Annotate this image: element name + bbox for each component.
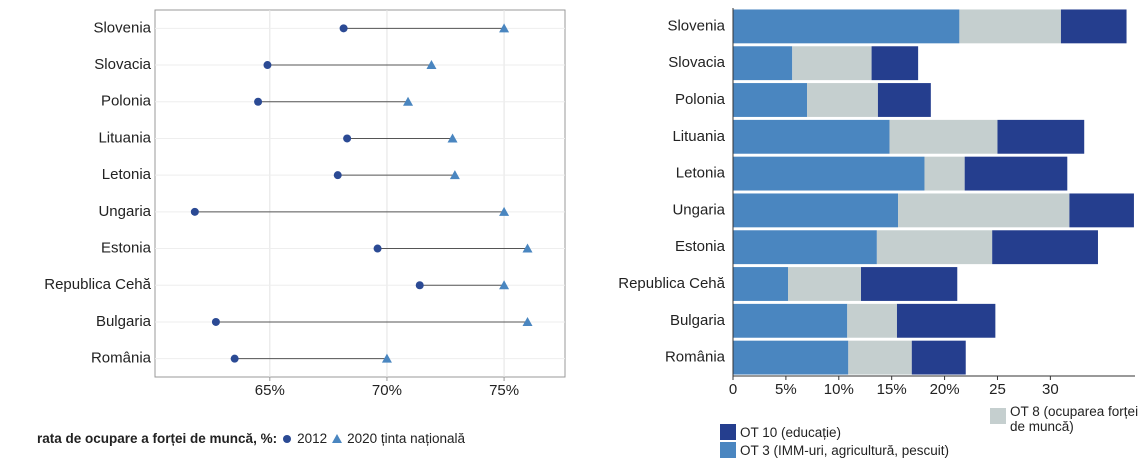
x-tick-label: 10%: [824, 381, 854, 398]
bar-segment: [889, 119, 998, 154]
bar-segment: [733, 230, 877, 265]
y-tick-label: Republica Cehă: [618, 275, 725, 292]
y-tick-label: Ungaria: [672, 201, 725, 218]
bar-segment: [733, 303, 848, 338]
x-tick-label: 65%: [255, 382, 285, 399]
x-tick-label: 25: [989, 381, 1006, 398]
bar-segment: [871, 46, 919, 81]
marker: [499, 280, 510, 290]
y-tick-label: Lituania: [672, 128, 725, 145]
marker: [339, 24, 348, 33]
legend-label: OT 3 (IMM-uri, agricultură, pescuit): [740, 442, 950, 458]
legend-marker: [283, 434, 292, 443]
legend-swatch: [720, 424, 736, 440]
bar-segment: [861, 267, 958, 301]
legend-label: OT 10 (educație): [740, 424, 842, 440]
x-tick-label: 20%: [930, 381, 960, 398]
plot-frame: [154, 9, 566, 378]
legend-swatch: [990, 408, 1006, 424]
marker: [263, 61, 272, 70]
legend-dumbbell: rata de ocupare a forței de muncă, %: 20…: [37, 431, 465, 446]
bar-segment: [1060, 9, 1127, 44]
legend-item: OT 10 (educație): [720, 424, 841, 440]
bar-segment: [898, 193, 1070, 228]
bar-segment: [959, 9, 1061, 44]
bar-segment: [733, 156, 925, 191]
x-tick-label: 5%: [775, 381, 797, 398]
y-tick-label: România: [91, 350, 152, 367]
y-tick-label: Polonia: [675, 91, 726, 108]
bar-segment: [733, 340, 849, 375]
marker: [343, 134, 352, 143]
x-tick-label: 15%: [877, 381, 907, 398]
legend-label: 2012: [297, 431, 328, 446]
legend-marker: [332, 433, 343, 443]
bar-segment: [847, 303, 897, 338]
bar-segment: [733, 119, 890, 154]
y-tick-label: Republica Cehă: [44, 276, 151, 293]
y-tick-label: Letonia: [676, 165, 726, 182]
marker: [415, 281, 424, 290]
y-tick-label: Bulgaria: [670, 312, 726, 329]
bar-segment: [924, 156, 965, 191]
y-tick-label: Ungaria: [98, 203, 151, 220]
y-tick-label: Estonia: [675, 238, 726, 255]
y-tick-label: Slovacia: [94, 56, 151, 73]
legend-item: OT 3 (IMM-uri, agricultură, pescuit): [720, 442, 949, 458]
bar-segment: [788, 267, 862, 301]
x-tick-label: 0: [729, 381, 737, 398]
x-tick-label: 70%: [372, 382, 402, 399]
bar-segment: [997, 119, 1085, 154]
bar-chart: Slovenia Slovacia Polonia Lituania Letonia Un…: [618, 8, 1135, 398]
y-tick-label: Estonia: [101, 240, 152, 257]
bar-segment: [896, 303, 996, 338]
bar-segment: [1069, 193, 1134, 228]
bar-segment: [792, 46, 872, 81]
bar-segment: [733, 83, 808, 117]
bar-segment: [733, 46, 793, 81]
y-tick-label: Bulgaria: [96, 313, 152, 330]
legend-title: rata de ocupare a forței de muncă, %:: [37, 431, 278, 446]
bar-segment: [848, 340, 912, 375]
marker: [522, 316, 533, 326]
y-tick-label: Slovenia: [93, 19, 151, 36]
legend-label: OT 8 (ocuparea forței de muncă): [1010, 404, 1139, 434]
marker: [190, 207, 199, 216]
marker: [522, 243, 533, 253]
marker: [381, 353, 392, 363]
y-tick-label: România: [665, 349, 726, 366]
y-tick-label: Slovacia: [668, 54, 725, 71]
bar-segment: [733, 9, 960, 44]
y-tick-label: Lituania: [98, 129, 151, 146]
y-tick-label: Polonia: [101, 93, 152, 110]
legend-swatch: [720, 442, 736, 458]
x-tick-label: 30: [1042, 381, 1059, 398]
dumbbell-chart: 65% 70% 75% Slovenia Slovacia Polonia Lituania…: [44, 9, 566, 399]
legend-label: 2020 ținta națională: [347, 431, 465, 446]
bar-segment: [992, 230, 1098, 265]
bar-segment: [964, 156, 1068, 191]
marker: [499, 23, 510, 33]
marker: [403, 96, 414, 106]
marker: [333, 171, 342, 180]
bar-segment: [733, 193, 899, 228]
marker: [426, 60, 437, 70]
x-tick-label: 75%: [489, 382, 519, 399]
marker: [499, 206, 510, 216]
marker: [447, 133, 458, 143]
bar-segment: [911, 340, 966, 375]
marker: [373, 244, 382, 253]
marker: [449, 170, 460, 180]
legend-item: OT 8 (ocuparea forței de muncă): [990, 404, 1140, 434]
bar-segment: [733, 267, 789, 301]
bar-segment: [807, 83, 878, 117]
bar-segment: [877, 83, 931, 117]
bar-segment: [876, 230, 993, 265]
marker: [230, 354, 239, 363]
y-tick-label: Letonia: [102, 166, 152, 183]
marker: [254, 97, 263, 106]
y-tick-label: Slovenia: [667, 17, 725, 34]
marker: [211, 317, 220, 326]
